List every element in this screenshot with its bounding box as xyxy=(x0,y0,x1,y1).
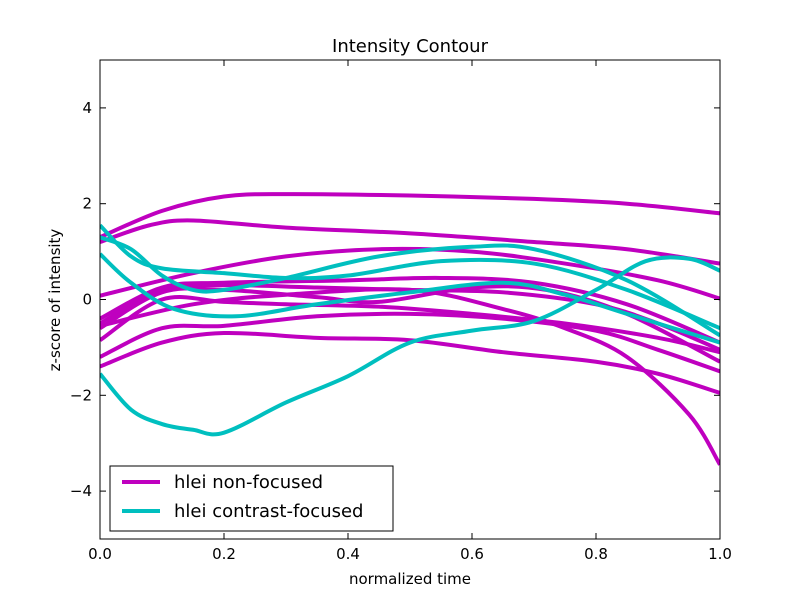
contrast-focused-series-line-13 xyxy=(100,252,720,345)
y-tick-label: −4 xyxy=(70,482,92,500)
x-tick-label: 1.0 xyxy=(708,545,732,563)
y-tick-label: 4 xyxy=(82,99,92,117)
x-tick-label: 0.8 xyxy=(584,545,608,563)
contrast-focused-series-line-12 xyxy=(100,235,720,338)
y-tick-label: −2 xyxy=(70,386,92,404)
non-focused-series-line-7 xyxy=(100,295,720,355)
x-tick-label: 0.2 xyxy=(212,545,236,563)
non-focused-series-line-1 xyxy=(100,192,720,240)
x-tick-label: 0.6 xyxy=(460,545,484,563)
y-tick-label: 0 xyxy=(82,291,92,309)
x-axis-label: normalized time xyxy=(349,570,471,588)
legend-label: hlei non-focused xyxy=(174,472,323,493)
contrast-focused-series-line-14 xyxy=(100,255,720,437)
legend-box xyxy=(109,465,394,532)
x-tick-label: 0.0 xyxy=(88,545,112,563)
non-focused-series-line-10 xyxy=(100,287,720,466)
legend: hlei non-focused hlei contrast-focused xyxy=(109,465,394,532)
y-axis-label: z-score of intensity xyxy=(46,229,64,372)
non-focused-series-line-2 xyxy=(100,218,720,266)
x-tick-label: 0.4 xyxy=(336,545,360,563)
legend-label: hlei contrast-focused xyxy=(174,501,363,522)
non-focused-series-line-9 xyxy=(100,330,720,395)
non-focused-series-line-8 xyxy=(100,311,720,374)
y-tick-label: 2 xyxy=(82,195,92,213)
chart-title: Intensity Contour xyxy=(332,36,489,57)
